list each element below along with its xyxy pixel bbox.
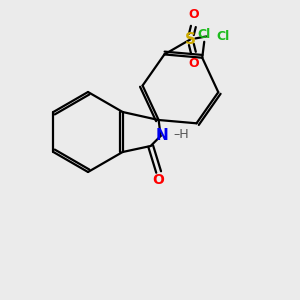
Text: –H: –H <box>174 128 189 142</box>
Text: S: S <box>185 32 196 47</box>
Text: N: N <box>155 128 168 142</box>
Text: O: O <box>153 173 165 187</box>
Text: O: O <box>188 57 199 70</box>
Text: O: O <box>188 8 199 21</box>
Text: Cl: Cl <box>216 30 230 43</box>
Text: Cl: Cl <box>198 28 211 41</box>
